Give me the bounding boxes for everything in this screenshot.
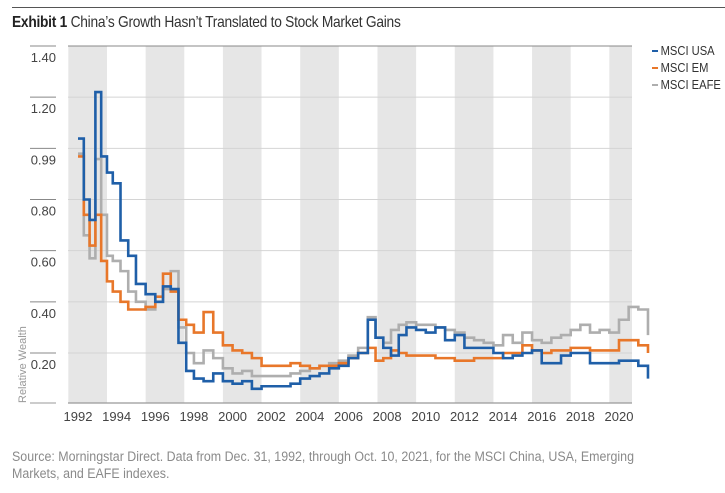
x-tick-label: 2008	[373, 409, 402, 424]
legend-item-em: MSCI EM	[652, 59, 721, 76]
year-band	[300, 46, 339, 403]
year-band	[609, 46, 632, 403]
legend-item-usa: MSCI USA	[652, 42, 721, 59]
x-tick-label: 2004	[295, 409, 324, 424]
legend-label: MSCI EM	[660, 60, 709, 75]
source-note: Source: Morningstar Direct. Data from De…	[12, 449, 634, 481]
x-tick-label: 2010	[411, 409, 440, 424]
x-tick-label: 2000	[218, 409, 247, 424]
legend-label: MSCI EAFE	[660, 77, 721, 92]
y-tick-label: 0.20	[31, 357, 56, 372]
y-tick-label: 0.99	[31, 152, 56, 167]
series-lines	[78, 90, 650, 391]
x-tick-label: 2006	[334, 409, 363, 424]
legend-swatch-eafe	[652, 83, 659, 86]
y-axis-label: Relative Wealth	[17, 326, 29, 403]
y-tick-label: 0.40	[31, 306, 56, 321]
year-bands	[68, 46, 632, 403]
chart-title: Exhibit 1 China’s Growth Hasn’t Translat…	[12, 14, 401, 32]
top-rule	[12, 7, 725, 8]
x-tick-label: 2018	[566, 409, 595, 424]
x-tick-label: 1992	[64, 409, 93, 424]
legend: MSCI USA MSCI EM MSCI EAFE	[652, 42, 725, 93]
year-band	[222, 46, 262, 403]
y-tick-label: 1.40	[31, 50, 56, 65]
year-band	[454, 46, 494, 403]
x-tick-label: 2002	[257, 409, 286, 424]
y-tick-label: 0.80	[31, 204, 56, 219]
legend-label: MSCI USA	[660, 43, 715, 58]
x-axis: 1992 1994 1996 1998 2000 2002 2004 2006 2008 2010…	[30, 402, 634, 424]
x-tick-label: 2014	[489, 409, 518, 424]
year-band	[145, 46, 185, 403]
y-axis: 1.40 1.20 0.99 0.80 0.60 0.40 0.20	[30, 45, 56, 372]
legend-item-eafe: MSCI EAFE	[652, 76, 721, 93]
y-tick-label: 1.20	[31, 101, 56, 116]
x-tick-label: 1996	[141, 409, 170, 424]
x-tick-label: 1998	[179, 409, 208, 424]
legend-swatch-usa	[652, 49, 659, 52]
y-tick-label: 0.60	[31, 255, 56, 270]
legend-swatch-em	[652, 66, 659, 69]
series-line-msci-usa	[78, 90, 650, 391]
x-tick-label: 1994	[102, 409, 131, 424]
x-tick-label: 2020	[605, 409, 634, 424]
exhibit-label: Exhibit 1	[12, 14, 68, 31]
x-tick-label: 2012	[450, 409, 479, 424]
x-tick-label: 2016	[527, 409, 556, 424]
gridlines	[68, 45, 632, 354]
title-text: China’s Growth Hasn’t Translated to Stoc…	[70, 14, 401, 31]
